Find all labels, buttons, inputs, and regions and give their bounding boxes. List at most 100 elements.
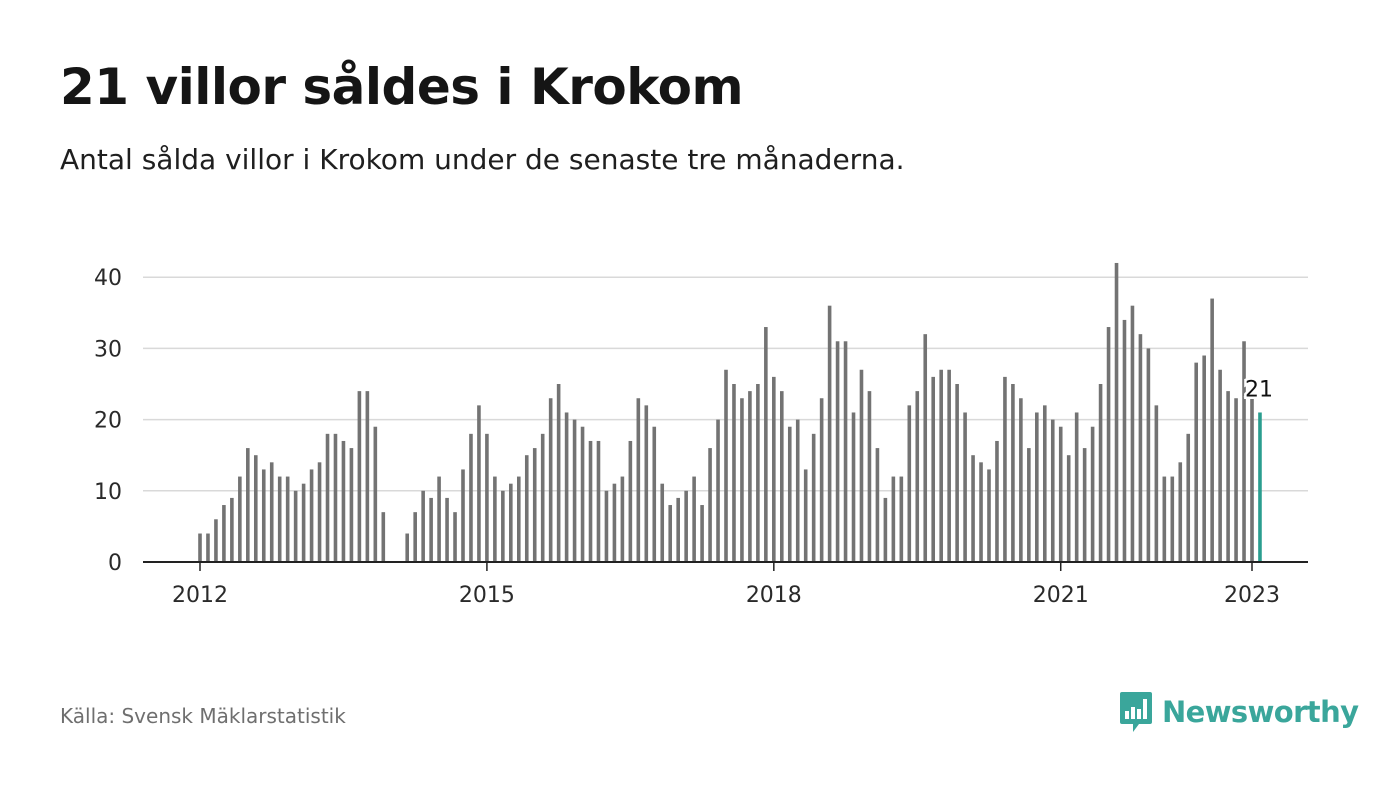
bar xyxy=(246,448,250,562)
chart-subtitle: Antal sålda villor i Krokom under de sen… xyxy=(60,143,905,176)
bar xyxy=(620,476,625,562)
bar xyxy=(1050,419,1055,562)
bar xyxy=(325,433,330,562)
bar xyxy=(405,533,410,562)
bar xyxy=(795,419,800,562)
bar xyxy=(612,483,617,562)
bar xyxy=(883,497,888,562)
bar xyxy=(740,398,744,562)
bar xyxy=(1058,426,1063,562)
bar xyxy=(349,448,354,562)
bar xyxy=(604,490,609,562)
bar xyxy=(501,490,505,562)
bar xyxy=(437,476,441,562)
bar xyxy=(548,398,553,562)
bar xyxy=(1202,355,1206,562)
bar xyxy=(413,512,417,562)
bar xyxy=(1242,341,1246,562)
bar xyxy=(692,476,696,562)
bar xyxy=(636,398,641,562)
bar xyxy=(708,448,712,562)
bar xyxy=(1090,426,1095,562)
newsworthy-logo[interactable]: Newsworthy xyxy=(1118,690,1359,734)
bar xyxy=(1146,348,1151,562)
bar xyxy=(899,476,904,562)
bar xyxy=(1234,398,1238,562)
bar xyxy=(1074,412,1079,562)
bar xyxy=(891,476,896,562)
bar xyxy=(971,455,975,562)
bar xyxy=(285,476,290,562)
bar xyxy=(644,405,649,562)
bar xyxy=(580,426,585,562)
bar xyxy=(732,384,736,562)
bar xyxy=(979,462,983,562)
bar xyxy=(365,391,370,562)
x-tick-label: 2012 xyxy=(172,583,228,608)
bar xyxy=(540,433,545,562)
last-value-label: 21 xyxy=(1245,377,1273,402)
bar xyxy=(939,369,943,562)
bar xyxy=(1035,412,1039,562)
bar xyxy=(1154,405,1159,562)
bar xyxy=(230,497,234,562)
bar xyxy=(381,512,386,562)
bar xyxy=(779,391,784,562)
bar xyxy=(724,369,728,562)
bar xyxy=(269,462,274,562)
bar-highlight xyxy=(1258,412,1262,562)
bar xyxy=(803,469,808,562)
bar xyxy=(1042,405,1047,562)
bar xyxy=(261,469,266,562)
bar xyxy=(1250,391,1254,562)
bar xyxy=(477,405,481,562)
bar xyxy=(931,376,936,562)
bar xyxy=(867,391,872,562)
bar xyxy=(1178,462,1183,562)
bar xyxy=(1186,433,1191,562)
bar xyxy=(668,505,673,562)
bar xyxy=(532,448,537,562)
bar xyxy=(1082,448,1087,562)
annotations: 21 xyxy=(1242,375,1275,405)
bar xyxy=(923,334,928,562)
bar xyxy=(1019,398,1023,562)
bar xyxy=(1138,334,1143,562)
y-axis-labels: 0 10 20 30 40 xyxy=(94,266,122,576)
bar xyxy=(811,433,816,562)
bar xyxy=(748,391,752,562)
x-tick-label: 2023 xyxy=(1224,583,1280,608)
bar xyxy=(509,483,513,562)
bar xyxy=(835,341,840,562)
bar xyxy=(787,426,792,562)
bar xyxy=(429,497,433,562)
bar xyxy=(222,505,226,562)
bar xyxy=(987,469,991,562)
bar xyxy=(1106,327,1111,562)
bar xyxy=(493,476,497,562)
bar xyxy=(1122,319,1127,562)
bar xyxy=(1162,476,1167,562)
bar xyxy=(461,469,465,562)
bar xyxy=(1066,455,1071,562)
bar xyxy=(421,490,425,562)
bar xyxy=(947,369,951,562)
bar xyxy=(214,519,218,562)
bar xyxy=(652,426,657,562)
bar xyxy=(198,533,202,562)
source-note: Källa: Svensk Mäklarstatistik xyxy=(60,704,346,728)
bar xyxy=(819,398,824,562)
bar xyxy=(843,341,848,562)
bar xyxy=(357,391,362,562)
bar xyxy=(341,440,346,562)
y-tick-label: 40 xyxy=(94,266,122,291)
bar xyxy=(1027,448,1031,562)
chart-title: 21 villor såldes i Krokom xyxy=(60,58,744,116)
bar xyxy=(309,469,314,562)
bar xyxy=(995,440,999,562)
bar xyxy=(1218,369,1222,562)
bar xyxy=(875,448,880,562)
bar xyxy=(253,455,258,562)
x-axis-labels: 2012 2015 2018 2021 2023 xyxy=(172,583,1280,608)
bar xyxy=(851,412,856,562)
